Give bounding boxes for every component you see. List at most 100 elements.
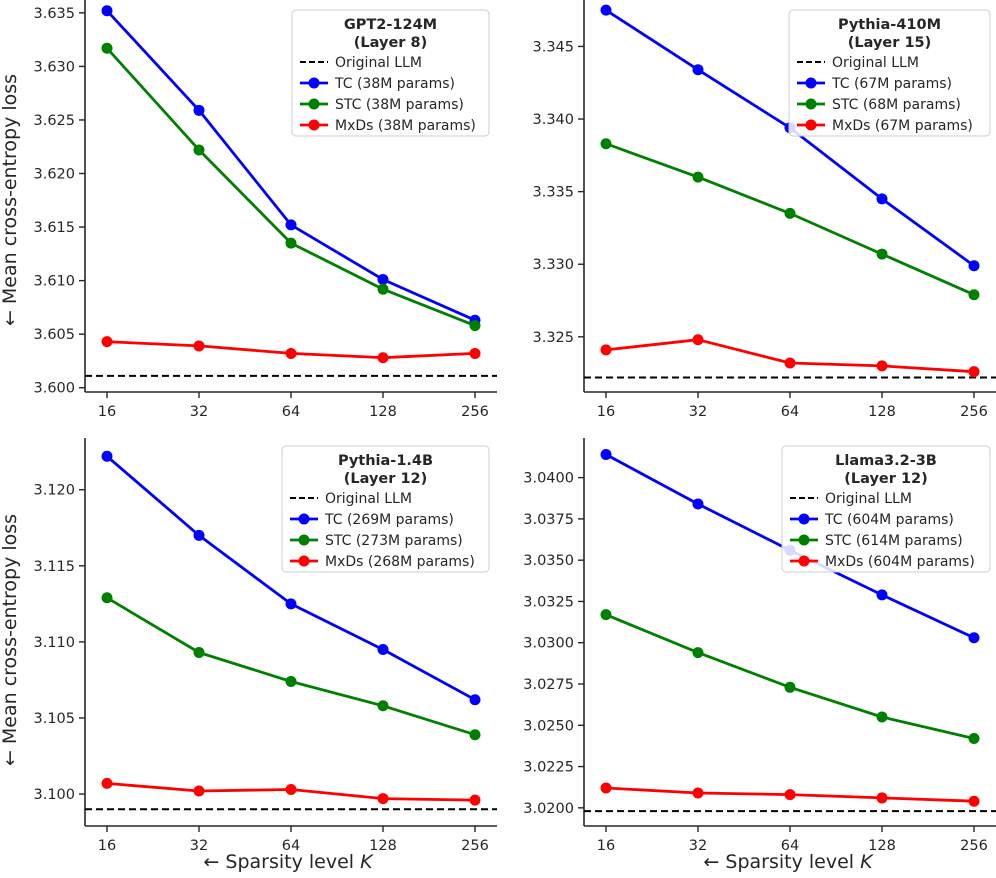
- data-point: [600, 4, 612, 16]
- y-tick-label: 3.0200: [523, 801, 574, 817]
- legend-entry-label: Original LLM: [325, 491, 412, 507]
- legend-marker: [308, 98, 320, 110]
- x-axis-label-right: ← Sparsity level K: [703, 851, 874, 873]
- data-point: [692, 787, 704, 799]
- chart-panel: 3.0200 3.0225 3.0250 3.0275 3.0300 3.0325 3.03…: [523, 438, 996, 854]
- x-axis-label-left: ← Sparsity level K: [203, 851, 374, 873]
- legend-marker: [298, 534, 310, 546]
- x-tick-label: 32: [689, 404, 707, 420]
- legend: Pythia-410M (Layer 15) Original LLM TC (67M…: [788, 9, 991, 137]
- data-point: [876, 360, 888, 372]
- data-point: [193, 785, 205, 797]
- data-point: [469, 729, 481, 741]
- series-line: [605, 613, 975, 740]
- data-point: [600, 344, 612, 356]
- legend: GPT2-124M (Layer 8) Original LLM TC (38M pa…: [291, 9, 490, 137]
- data-point: [285, 598, 297, 610]
- legend-entry-label: TC (67M params): [831, 76, 952, 92]
- legend-title: Pythia-410M: [838, 17, 941, 33]
- data-point: [193, 104, 205, 116]
- legend-entry-label: MxDs (268M params): [325, 554, 475, 570]
- legend-marker: [308, 119, 320, 131]
- y-tick-label: 3.0300: [523, 636, 574, 652]
- legend-marker: [798, 555, 810, 567]
- data-point: [285, 347, 297, 359]
- data-point: [193, 647, 205, 659]
- data-point: [968, 632, 980, 644]
- data-point: [285, 219, 297, 231]
- x-axis-label-prefix: ← Sparsity level: [703, 851, 860, 873]
- x-tick-label: 64: [282, 838, 300, 854]
- legend-title: Llama3.2-3B: [835, 453, 937, 469]
- data-point: [692, 498, 704, 510]
- y-tick-label: 3.0225: [523, 760, 574, 776]
- legend-frame: [781, 445, 991, 573]
- x-tick-label: 128: [868, 838, 896, 854]
- y-axis-label-bottom: ← Mean cross-entropy loss: [0, 514, 21, 766]
- legend-subtitle: (Layer 12): [844, 471, 928, 487]
- data-point: [469, 694, 481, 706]
- legend-entry-label: Original LLM: [832, 55, 919, 71]
- legend-frame: [291, 9, 490, 137]
- data-point: [876, 193, 888, 205]
- data-point: [784, 357, 796, 369]
- chart-panel: 3.600 3.605 3.610 3.615 3.620 3.625 3.630 3.635…: [33, 0, 497, 420]
- x-tick-label: 16: [597, 838, 615, 854]
- y-tick-label: 3.0325: [523, 594, 574, 610]
- x-tick-label: 16: [98, 404, 116, 420]
- legend-marker: [298, 513, 310, 525]
- y-tick-label: 3.0275: [523, 677, 574, 693]
- x-tick-label: 16: [98, 838, 116, 854]
- x-tick-label: 256: [461, 404, 489, 420]
- data-point: [193, 144, 205, 156]
- legend: Pythia-1.4B (Layer 12) Original LLM TC (269…: [281, 445, 490, 573]
- y-tick-label: 3.0350: [523, 553, 574, 569]
- data-point: [377, 352, 389, 364]
- y-tick-label: 3.330: [532, 257, 574, 273]
- data-point: [600, 449, 612, 461]
- data-point: [968, 260, 980, 272]
- legend-entry-label: STC (68M params): [832, 97, 961, 113]
- data-point: [469, 794, 481, 806]
- data-point: [968, 289, 980, 301]
- data-point: [101, 42, 113, 54]
- x-tick-label: 16: [597, 404, 615, 420]
- legend-marker: [805, 98, 817, 110]
- data-point: [876, 248, 888, 260]
- legend-entry-label: TC (269M params): [324, 512, 454, 528]
- data-point: [692, 64, 704, 76]
- legend-marker: [805, 119, 817, 131]
- y-tick-label: 3.625: [33, 113, 75, 129]
- data-point: [692, 647, 704, 659]
- x-tick-label: 64: [781, 404, 799, 420]
- data-point: [968, 366, 980, 378]
- data-point: [600, 138, 612, 150]
- y-tick-label: 3.345: [532, 39, 574, 55]
- x-tick-label: 32: [689, 838, 707, 854]
- data-point: [377, 700, 389, 712]
- legend: Llama3.2-3B (Layer 12) Original LLM TC (604…: [781, 445, 991, 573]
- y-tick-label: 3.0400: [523, 471, 574, 487]
- y-tick-label: 3.115: [33, 559, 75, 575]
- x-tick-label: 64: [282, 404, 300, 420]
- data-point: [285, 783, 297, 795]
- data-point: [692, 171, 704, 183]
- y-tick-label: 3.105: [33, 711, 75, 727]
- y-tick-label: 3.610: [33, 274, 75, 290]
- y-tick-label: 3.100: [33, 787, 75, 803]
- data-point: [968, 795, 980, 807]
- x-axis-label-variable: K: [360, 851, 374, 873]
- data-point: [692, 334, 704, 346]
- legend-subtitle: (Layer 12): [344, 471, 428, 487]
- data-point: [600, 609, 612, 621]
- legend-subtitle: (Layer 8): [354, 35, 427, 51]
- legend-frame: [281, 445, 490, 573]
- data-point: [968, 732, 980, 744]
- legend-subtitle: (Layer 15): [848, 35, 932, 51]
- legend-entry-label: STC (614M params): [825, 533, 963, 549]
- x-tick-label: 64: [781, 838, 799, 854]
- legend-entry-label: TC (604M params): [824, 512, 954, 528]
- data-point: [876, 589, 888, 601]
- legend-entry-label: Original LLM: [335, 55, 422, 71]
- x-tick-label: 128: [868, 404, 896, 420]
